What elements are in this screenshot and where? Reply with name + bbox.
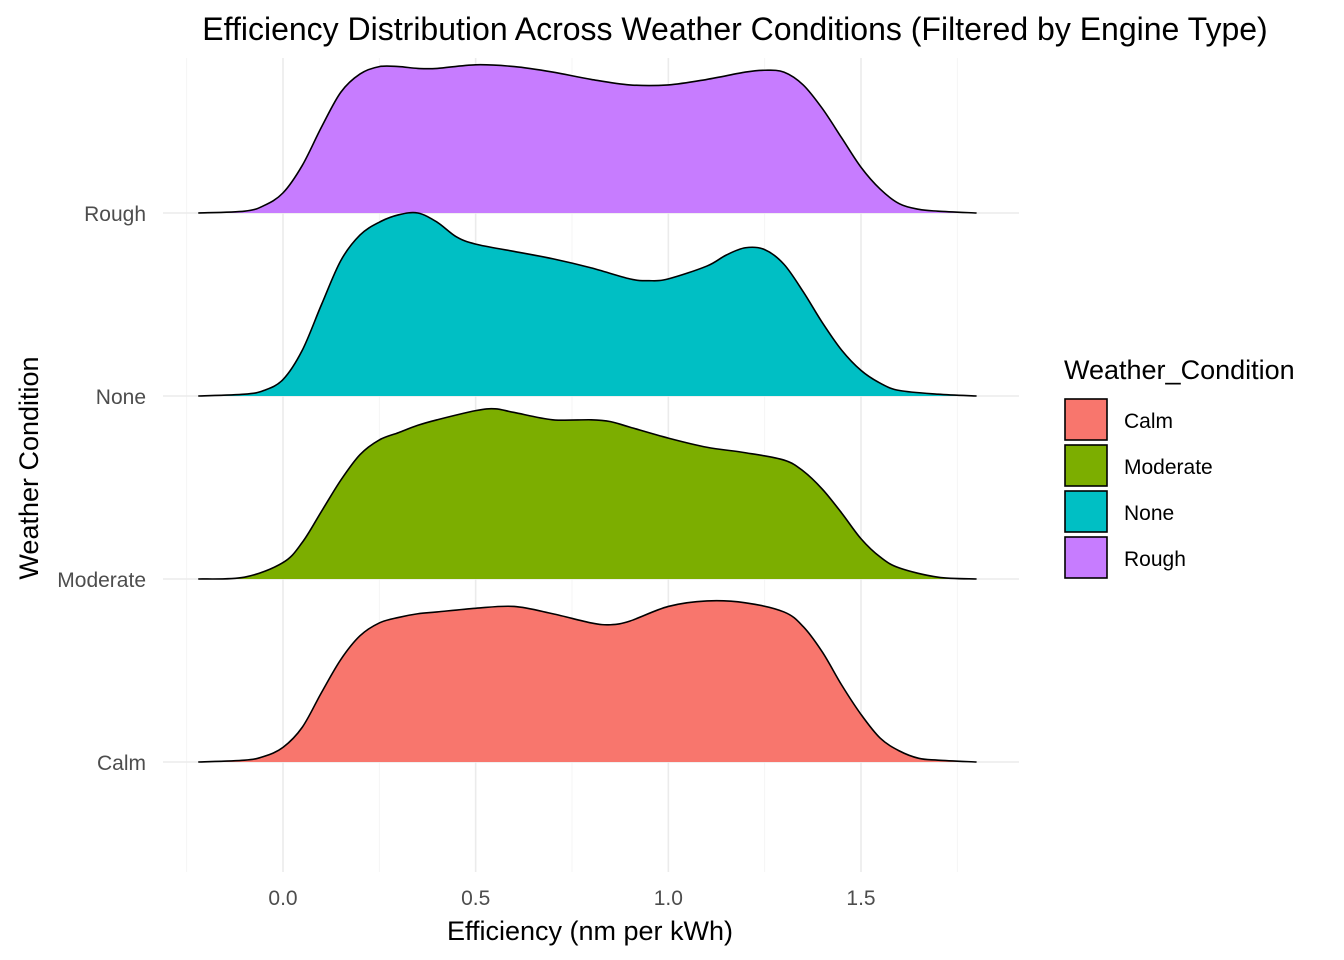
x-tick-label: 0.5 bbox=[461, 887, 490, 910]
legend-key-moderate bbox=[1064, 444, 1108, 487]
ridge-fill-calm bbox=[198, 600, 977, 762]
legend-key-calm bbox=[1064, 398, 1108, 441]
ridges bbox=[198, 63, 977, 763]
y-axis-title: Weather Condition bbox=[14, 356, 44, 579]
legend-label-none: None bbox=[1124, 502, 1174, 525]
legend-label-moderate: Moderate bbox=[1124, 456, 1213, 479]
x-tick-label: 1.5 bbox=[846, 887, 875, 910]
ridge-fill-moderate bbox=[198, 408, 977, 580]
ridge-outline-calm bbox=[198, 599, 977, 763]
y-tick-label-moderate: Moderate bbox=[57, 569, 146, 592]
y-tick-label-rough: Rough bbox=[84, 203, 146, 226]
legend-label-calm: Calm bbox=[1124, 410, 1173, 433]
x-tick-label: 0.0 bbox=[268, 887, 297, 910]
x-axis-ticks: 0.0 0.5 1.0 1.5 bbox=[268, 887, 875, 910]
ridge-fill-none bbox=[198, 212, 977, 396]
legend-key-rough bbox=[1064, 536, 1108, 579]
legend-title: Weather_Condition bbox=[1064, 355, 1295, 385]
legend-key-none bbox=[1064, 490, 1108, 533]
x-axis-title: Efficiency (nm per kWh) bbox=[447, 916, 733, 946]
legend: Weather_Condition Calm Moderate None Rough bbox=[1064, 355, 1295, 579]
ridge-fill-rough bbox=[198, 64, 977, 214]
ridge-outline-none bbox=[198, 211, 977, 397]
y-axis-ticks: Calm Moderate None Rough bbox=[57, 203, 146, 775]
legend-label-rough: Rough bbox=[1124, 548, 1186, 571]
y-tick-label-calm: Calm bbox=[97, 752, 146, 775]
chart-title: Efficiency Distribution Across Weather C… bbox=[202, 11, 1267, 47]
x-tick-label: 1.0 bbox=[654, 887, 683, 910]
y-tick-label-none: None bbox=[96, 386, 146, 409]
ridge-outline-moderate bbox=[198, 407, 977, 580]
ridge-outline-rough bbox=[198, 63, 977, 214]
